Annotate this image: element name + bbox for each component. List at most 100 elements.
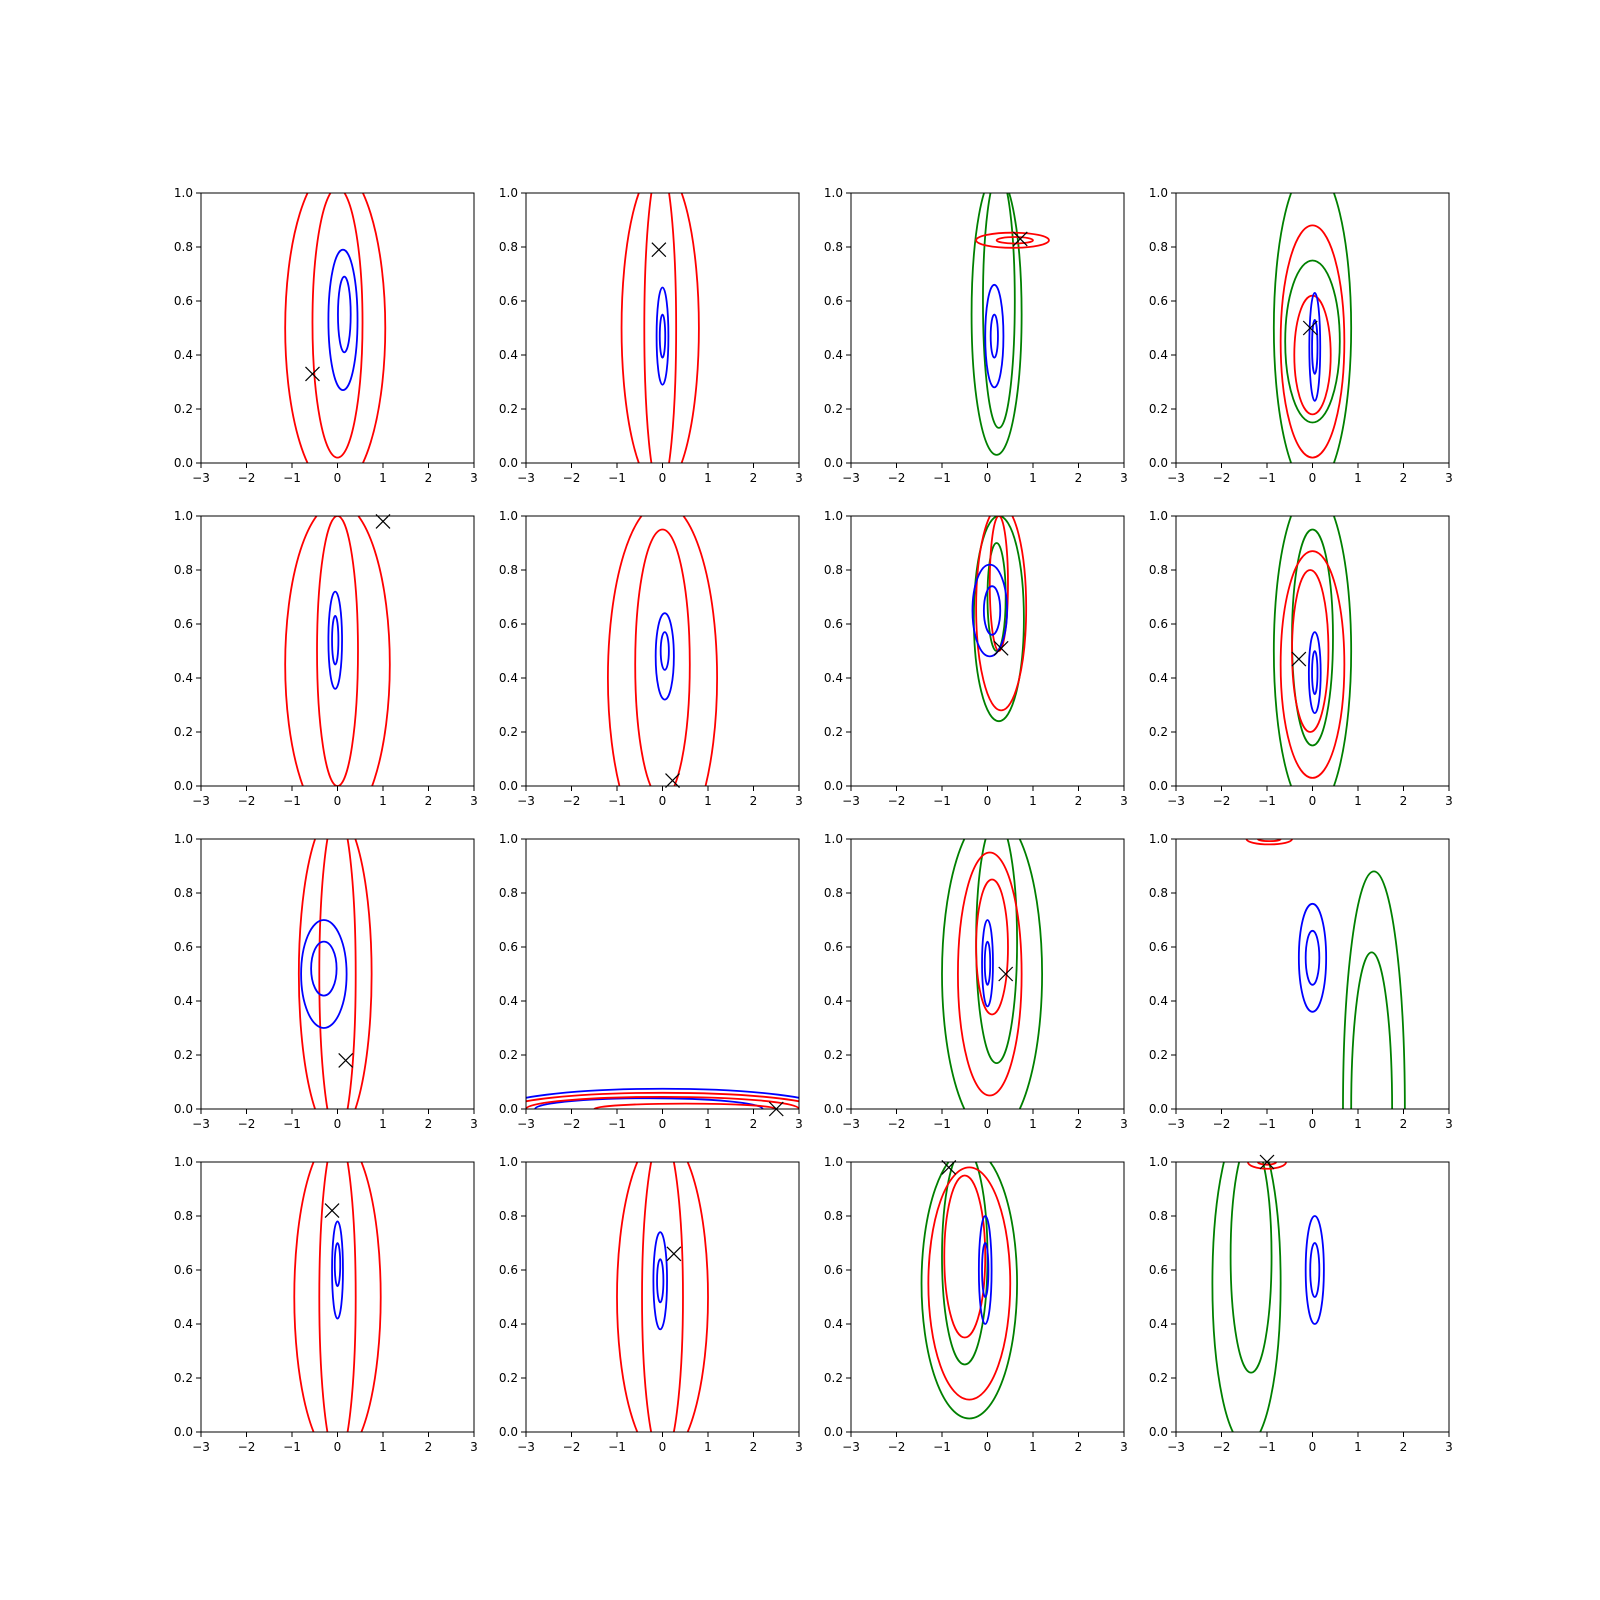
- x-tick-label: 0: [334, 1117, 342, 1131]
- x-tick-label: −3: [842, 471, 860, 485]
- red-contour: [975, 231, 1050, 249]
- y-tick-label: 0.4: [1149, 994, 1168, 1008]
- subplot-2-1: −3 −2 −1 0 1 2 3 0.0 0.2 0.4 0.6 0.8 1.0: [174, 509, 478, 808]
- x-marker: [338, 1052, 354, 1068]
- x-tick-label: −3: [192, 794, 210, 808]
- y-tick-label: 0.2: [1149, 1048, 1168, 1062]
- x-tick-label: 3: [795, 471, 803, 485]
- x-marker: [993, 640, 1009, 656]
- subplot-4-3: −3 −2 −1 0 1 2 3 0.0 0.2 0.4 0.6 0.8 1.0: [824, 1155, 1128, 1454]
- y-tick-label: 0.6: [1149, 1263, 1168, 1277]
- blue-contour: [652, 1231, 668, 1331]
- y-tick-label: 0.0: [1149, 456, 1168, 470]
- axes-frame: [850, 838, 1125, 1110]
- blue-contour: [655, 286, 670, 386]
- plot-area: [607, 516, 718, 786]
- red-contour: [927, 1166, 1012, 1401]
- x-tick-label: 0: [659, 794, 667, 808]
- x-tick-label: −1: [933, 1440, 951, 1454]
- x-tick-label: 3: [1120, 1117, 1128, 1131]
- axes-frame: [1175, 838, 1450, 1110]
- x-tick-label: 3: [470, 1117, 478, 1131]
- blue-contour: [327, 248, 359, 391]
- axes-frame: [525, 515, 800, 787]
- y-tick-label: 0.2: [1149, 402, 1168, 416]
- red-contour: [297, 839, 373, 1109]
- x-tick-label: −2: [238, 471, 256, 485]
- y-tick-label: 0.0: [824, 779, 843, 793]
- y-tick-label: 0.2: [1149, 1371, 1168, 1385]
- x-tick-label: 2: [1075, 1117, 1083, 1131]
- x-tick-label: −1: [608, 794, 626, 808]
- subplot-3-4: −3 −2 −1 0 1 2 3 0.0 0.2 0.4 0.6 0.8 1.0: [1149, 832, 1453, 1131]
- y-tick-label: 1.0: [824, 509, 843, 523]
- x-tick-label: −3: [842, 1440, 860, 1454]
- green-contour: [1350, 951, 1394, 1109]
- x-tick-label: 3: [470, 794, 478, 808]
- y-tick-label: 0.6: [499, 617, 518, 631]
- plot-area: [1245, 839, 1406, 1109]
- x-tick-label: −1: [933, 794, 951, 808]
- blue-contour: [331, 1220, 344, 1320]
- x-tick-label: 0: [659, 1440, 667, 1454]
- x-tick-label: −2: [1213, 471, 1231, 485]
- y-tick-label: 0.4: [1149, 348, 1168, 362]
- x-marker: [666, 1246, 682, 1262]
- blue-contour: [1308, 291, 1322, 402]
- x-tick-label: −1: [608, 471, 626, 485]
- blue-contour: [310, 940, 338, 997]
- green-contour: [920, 1162, 1018, 1420]
- y-tick-label: 0.4: [174, 1317, 193, 1331]
- y-tick-label: 0.2: [499, 725, 518, 739]
- x-tick-label: 2: [1400, 1440, 1408, 1454]
- x-tick-label: 1: [1354, 794, 1362, 808]
- y-tick-label: 0.0: [1149, 1102, 1168, 1116]
- red-contour: [284, 516, 391, 786]
- x-tick-label: −1: [608, 1440, 626, 1454]
- red-contour: [1291, 569, 1330, 733]
- subplot-2-4: −3 −2 −1 0 1 2 3 0.0 0.2 0.4 0.6 0.8 1.0: [1149, 509, 1453, 808]
- x-tick-label: 3: [470, 471, 478, 485]
- x-tick-label: −3: [517, 471, 535, 485]
- y-tick-label: 1.0: [824, 1155, 843, 1169]
- x-tick-label: 1: [1029, 794, 1037, 808]
- x-tick-label: 0: [984, 1117, 992, 1131]
- x-tick-label: 3: [795, 794, 803, 808]
- x-tick-label: 3: [1445, 1117, 1453, 1131]
- green-contour: [1272, 516, 1353, 786]
- x-tick-label: −3: [1167, 1440, 1185, 1454]
- x-tick-label: 0: [1309, 1440, 1317, 1454]
- x-tick-label: 2: [1075, 1440, 1083, 1454]
- plot-area: [293, 1162, 382, 1432]
- blue-contour: [1297, 902, 1328, 1013]
- blue-contour: [1304, 929, 1321, 986]
- blue-contour: [989, 313, 999, 359]
- x-tick-label: −2: [1213, 794, 1231, 808]
- x-tick-label: 1: [1029, 1117, 1037, 1131]
- y-tick-label: 0.6: [824, 617, 843, 631]
- y-tick-label: 0.8: [174, 240, 193, 254]
- y-tick-label: 0.4: [174, 348, 193, 362]
- x-tick-label: −1: [1258, 794, 1276, 808]
- y-tick-label: 0.4: [824, 348, 843, 362]
- y-tick-label: 0.2: [499, 1048, 518, 1062]
- plot-area: [1211, 1162, 1325, 1432]
- y-tick-label: 0.2: [499, 402, 518, 416]
- x-tick-label: 1: [1354, 1440, 1362, 1454]
- y-tick-label: 1.0: [174, 509, 193, 523]
- y-tick-label: 0.2: [174, 1048, 193, 1062]
- x-tick-label: 3: [795, 1117, 803, 1131]
- x-tick-label: −1: [1258, 1117, 1276, 1131]
- y-tick-label: 0.4: [824, 994, 843, 1008]
- red-contour: [1279, 550, 1346, 779]
- blue-contour: [337, 275, 352, 354]
- y-tick-label: 0.8: [824, 240, 843, 254]
- red-contour: [616, 1162, 709, 1432]
- x-tick-label: 3: [1120, 1440, 1128, 1454]
- x-tick-label: 2: [750, 1117, 758, 1131]
- x-tick-label: −2: [888, 794, 906, 808]
- x-marker: [324, 1203, 340, 1219]
- y-tick-label: 0.8: [1149, 886, 1168, 900]
- y-tick-label: 0.0: [1149, 779, 1168, 793]
- subplot-3-2: −3 −2 −1 0 1 2 3 0.0 0.2 0.4 0.6 0.8 1.0: [499, 832, 803, 1131]
